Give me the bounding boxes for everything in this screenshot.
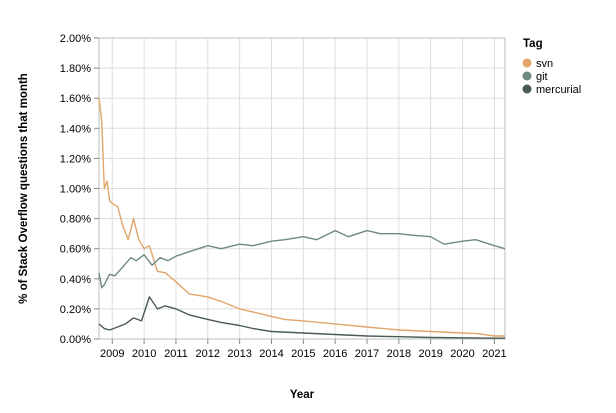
legend-label: git — [536, 71, 548, 83]
x-tick-label: 2020 — [450, 348, 474, 360]
y-tick-label: 0.00% — [60, 334, 91, 346]
x-tick-label: 2018 — [387, 348, 411, 360]
x-tick-label: 2010 — [132, 348, 156, 360]
y-axis-title: % of Stack Overflow questions that month — [18, 73, 30, 304]
series-line-mercurial — [98, 296, 505, 339]
y-tick-label: 0.20% — [60, 304, 91, 316]
x-tick-label: 2021 — [482, 348, 506, 360]
y-tick-label: 0.40% — [60, 274, 91, 286]
x-tick-label: 2011 — [164, 348, 188, 360]
grid — [99, 37, 505, 340]
legend-symbol — [522, 58, 532, 68]
legend-label: mercurial — [536, 84, 581, 96]
x-tick-label: 2009 — [100, 348, 124, 360]
x-axis-title: Year — [290, 389, 315, 401]
series-line-svn — [98, 98, 505, 337]
x-tick-label: 2017 — [355, 348, 379, 360]
legend-symbol — [522, 71, 532, 81]
x-tick-label: 2012 — [196, 348, 220, 360]
legend-title: Tag — [523, 38, 543, 50]
legend-item-git[interactable]: git — [522, 71, 548, 83]
y-tick-label: 1.40% — [60, 123, 91, 135]
y-tick-label: 0.80% — [60, 214, 91, 226]
y-tick-label: 1.60% — [60, 93, 91, 105]
series-lines — [98, 98, 506, 339]
y-tick-label: 0.60% — [60, 244, 91, 256]
x-tick-label: 2016 — [323, 348, 347, 360]
y-tick-label: 1.80% — [60, 63, 91, 75]
legend-label: svn — [536, 58, 553, 70]
legend-symbol — [522, 84, 532, 94]
x-tick-label: 2019 — [418, 348, 442, 360]
legend-item-mercurial[interactable]: mercurial — [522, 84, 582, 96]
x-axis: 2009 2010 2011 2012 2013 2014 2015 2016 2017 2018… — [100, 339, 507, 360]
legend-item-svn[interactable]: svn — [522, 58, 554, 70]
y-tick-label: 1.20% — [60, 153, 91, 165]
y-tick-label: 1.00% — [60, 184, 91, 196]
y-axis: 0.00% 0.20% 0.40% 0.60% 0.80% 1.00% 1.20% 1.40%… — [60, 33, 99, 346]
x-tick-label: 2014 — [259, 348, 283, 360]
series-line-git — [98, 229, 506, 289]
y-tick-label: 2.00% — [60, 33, 91, 45]
x-tick-label: 2015 — [291, 348, 315, 360]
x-tick-label: 2013 — [227, 348, 251, 360]
